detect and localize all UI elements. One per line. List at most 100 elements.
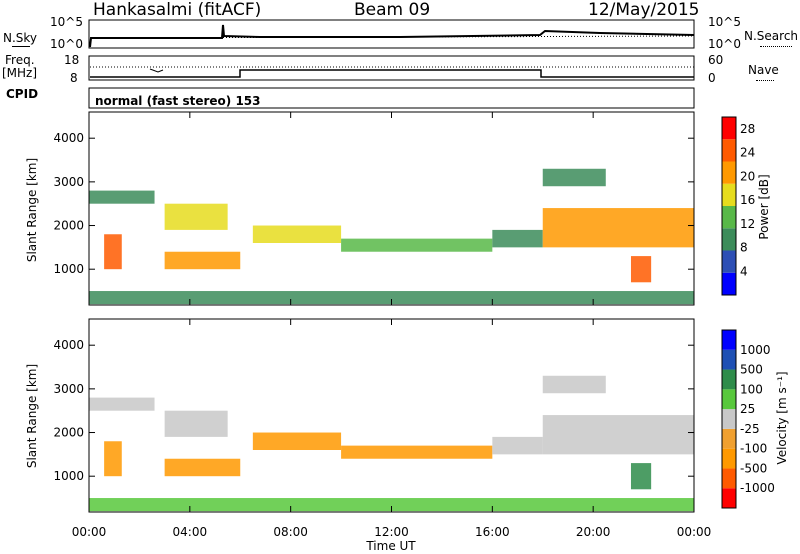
power-colorbar-tick: 28	[740, 122, 755, 136]
velocity-colorbar-tick: -25	[740, 422, 760, 436]
velocity-echo-layer	[89, 375, 694, 512]
power-colorbar: 28 24 20 16 12 8 4 Power [dB]	[721, 116, 771, 296]
freq-tick-low: 8	[70, 71, 78, 85]
power-echo-region	[341, 238, 493, 252]
velocity-colorbar-swatch	[722, 448, 736, 469]
nsearch-label: N.Search	[744, 29, 799, 43]
y-tick-label: 1000	[53, 469, 84, 483]
nave-tick-high: 60	[708, 53, 724, 67]
velocity-echo-region	[89, 397, 155, 411]
power-echo-region	[89, 291, 694, 305]
velocity-colorbar-tick: -500	[740, 461, 767, 475]
date-label: 12/May/2015	[588, 0, 700, 20]
nave-dip	[149, 68, 164, 73]
beam-label: Beam 09	[354, 0, 431, 20]
power-colorbar-tick: 16	[740, 193, 755, 207]
velocity-colorbar-swatch	[722, 330, 736, 350]
x-tick-label: 00:00	[72, 525, 107, 539]
velocity-y-axis: 4000 3000 2000 1000	[53, 338, 694, 483]
velocity-echo-region	[164, 458, 241, 477]
power-colorbar-swatch	[722, 250, 736, 273]
velocity-echo-region	[89, 498, 694, 512]
x-tick-label: 08:00	[273, 525, 308, 539]
power-echo-region	[252, 225, 342, 243]
nave-label: Nave	[748, 63, 779, 77]
power-echo-region	[89, 190, 155, 204]
velocity-colorbar-tick: 25	[740, 402, 755, 416]
freq-trace	[90, 69, 694, 78]
velocity-echo-region	[542, 375, 606, 394]
freq-tick-high: 18	[64, 53, 80, 67]
velocity-colorbar-swatch	[722, 369, 736, 390]
noise-panel	[88, 19, 695, 49]
power-echo-region	[492, 229, 543, 248]
power-colorbar-swatch	[722, 117, 736, 140]
velocity-colorbar-label: Velocity [m s⁻¹]	[775, 371, 789, 464]
x-tick-label: 00:00	[677, 525, 712, 539]
velocity-colorbar-swatch	[722, 488, 736, 508]
cpid-label: CPID	[6, 87, 39, 101]
power-colorbar-swatch	[722, 272, 736, 295]
velocity-colorbar-tick: 100	[740, 382, 763, 396]
power-panel: 4000 3000 2000 1000 Slant Range [km]	[25, 111, 695, 306]
cpid-value: normal (fast stereo) 153	[95, 94, 261, 108]
velocity-colorbar-tick: -100	[740, 442, 767, 456]
nsky-line-icon	[12, 46, 30, 47]
noise-left-tick-high: 10^5	[50, 15, 83, 29]
velocity-echo-region	[542, 415, 694, 455]
power-echo-region	[164, 203, 228, 230]
velocity-echo-region	[630, 463, 652, 490]
power-colorbar-tick: 20	[740, 169, 755, 183]
power-colorbar-tick: 8	[740, 241, 748, 255]
velocity-echo-region	[492, 436, 543, 455]
nave-line-icon	[756, 80, 774, 81]
power-colorbar-swatch	[722, 183, 736, 206]
time-xlabel: Time UT	[365, 539, 416, 553]
velocity-colorbar: 1000 500 100 25 -25 -100 -500 -1000 Velocity [m…	[721, 329, 789, 509]
power-colorbar-swatch	[722, 228, 736, 251]
velocity-echo-region	[252, 432, 342, 450]
nave-tick-low: 0	[708, 71, 716, 85]
power-ylabel: Slant Range [km]	[25, 158, 39, 262]
velocity-colorbar-tick: -1000	[740, 481, 775, 495]
noise-sky-trace	[89, 24, 695, 48]
velocity-colorbar-tick: 500	[740, 363, 763, 377]
y-tick-label: 4000	[53, 338, 84, 352]
y-tick-label: 4000	[53, 131, 84, 145]
power-colorbar-tick: 24	[740, 146, 755, 160]
freq-panel	[88, 55, 695, 81]
power-colorbar-swatch	[722, 139, 736, 162]
power-echo-region	[542, 168, 606, 187]
power-echo-layer	[89, 168, 694, 305]
time-x-axis: 00:00 04:00 08:00 12:00 16:00 20:00 00:00	[72, 112, 712, 539]
y-tick-label: 1000	[53, 262, 84, 276]
nsky-label: N.Sky	[3, 31, 38, 45]
velocity-colorbar-swatch	[722, 468, 736, 489]
velocity-echo-region	[104, 441, 122, 477]
noise-right-tick-high: 10^5	[708, 15, 741, 29]
noise-right-tick-low: 10^0	[708, 37, 741, 51]
power-colorbar-label: Power [dB]	[757, 174, 771, 239]
x-tick-label: 12:00	[374, 525, 409, 539]
x-tick-label: 16:00	[475, 525, 510, 539]
x-tick-label: 04:00	[173, 525, 208, 539]
power-colorbar-tick: 12	[740, 217, 755, 231]
cpid-panel	[88, 87, 695, 109]
power-echo-region	[164, 251, 241, 270]
velocity-colorbar-swatch	[722, 409, 736, 429]
y-tick-label: 2000	[53, 219, 84, 233]
velocity-ylabel: Slant Range [km]	[25, 364, 39, 468]
y-tick-label: 2000	[53, 426, 84, 440]
y-tick-label: 3000	[53, 175, 84, 189]
power-echo-region	[630, 256, 652, 283]
nsearch-line-icon	[760, 46, 792, 47]
freq-label: Freq.	[5, 53, 35, 67]
power-colorbar-swatch	[722, 161, 736, 184]
velocity-colorbar-swatch	[722, 349, 736, 370]
power-colorbar-swatch	[722, 206, 736, 229]
freq-unit-label: [MHz]	[2, 66, 38, 80]
velocity-colorbar-swatch	[722, 428, 736, 449]
velocity-colorbar-swatch	[722, 389, 736, 410]
power-echo-region	[542, 208, 694, 248]
